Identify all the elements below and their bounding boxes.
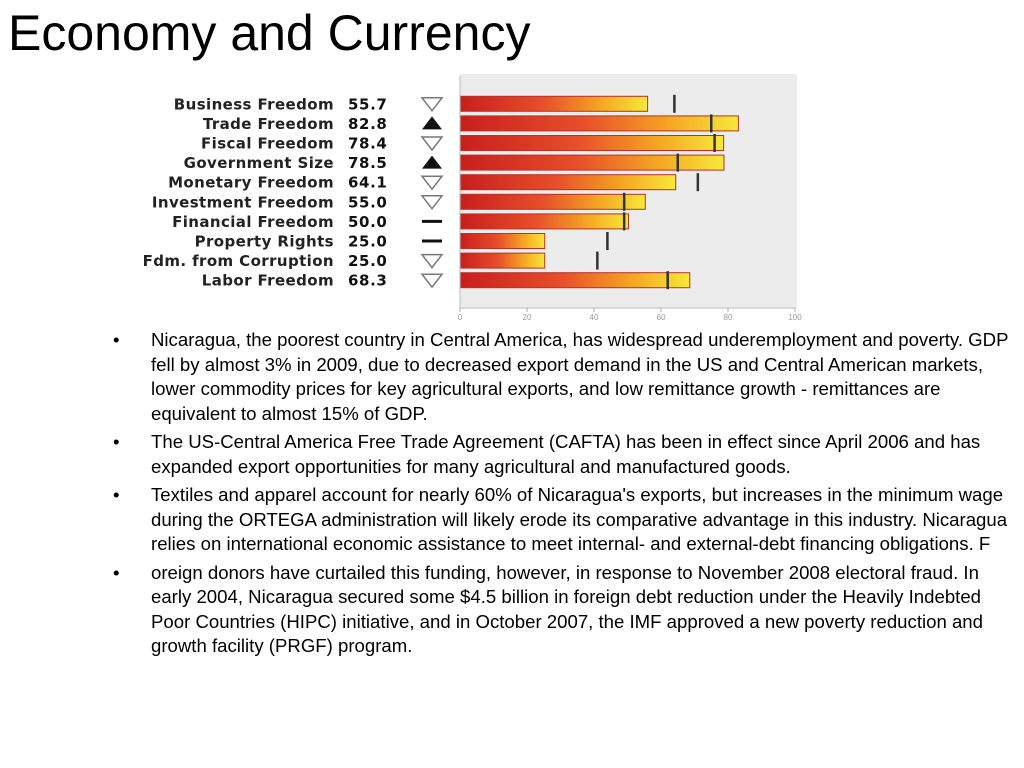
- bar: [460, 272, 691, 289]
- trend-down-icon: [420, 136, 444, 152]
- bullet-text: Nicaragua, the poorest country in Centra…: [151, 329, 1009, 424]
- category-label: Financial Freedom: [172, 213, 334, 231]
- bullet-dot-icon: •: [113, 329, 120, 350]
- value-label: 82.8: [348, 115, 387, 133]
- trend-down-icon: [420, 97, 444, 113]
- category-label: Monetary Freedom: [168, 174, 334, 192]
- bullet-item: • The US-Central America Free Trade Agree…: [113, 430, 1018, 479]
- bullet-dot-icon: •: [113, 431, 120, 452]
- category-label: Trade Freedom: [203, 115, 334, 133]
- x-tick-label: 100: [788, 313, 802, 322]
- bullet-text: Textiles and apparel account for nearly …: [151, 484, 1008, 554]
- value-label: 64.1: [348, 174, 387, 192]
- bar: [460, 135, 725, 151]
- bullet-dot-icon: •: [113, 561, 120, 583]
- category-label: Property Rights: [195, 233, 334, 251]
- trend-down-icon: [420, 175, 444, 191]
- bullet-item: • oreign donors have curtailed this fundi…: [113, 561, 1018, 659]
- x-tick-label: 0: [458, 313, 463, 322]
- x-tick-label: 80: [724, 313, 733, 322]
- bar: [460, 193, 646, 210]
- slide-title: Economy and Currency: [8, 5, 531, 61]
- value-label: 25.0: [348, 252, 387, 270]
- bar: [460, 95, 649, 112]
- bar: [460, 233, 546, 249]
- trend-down-icon: [420, 273, 444, 289]
- bullet-text: The US-Central America Free Trade Agreem…: [151, 431, 981, 477]
- bullet-dot-icon: •: [113, 484, 120, 505]
- bullet-text: oreign donors have curtailed this fundin…: [151, 561, 983, 657]
- category-label: Business Freedom: [174, 95, 334, 113]
- category-label: Investment Freedom: [152, 193, 334, 211]
- bullet-item: • Nicaragua, the poorest country in Centr…: [113, 328, 1018, 426]
- trend-down-icon: [420, 253, 444, 269]
- bar: [460, 115, 739, 132]
- plot-background: [460, 74, 797, 308]
- value-label: 55.0: [348, 193, 387, 211]
- bar: [460, 174, 677, 191]
- trend-down-icon: [420, 195, 444, 211]
- category-label: Fdm. from Corruption: [143, 252, 334, 270]
- trend-up-icon: [422, 155, 442, 169]
- bar: [460, 252, 546, 269]
- trend-up-icon: [422, 116, 442, 130]
- bullet-item: • Textiles and apparel account for nearly…: [113, 483, 1018, 557]
- bar: [460, 154, 725, 171]
- x-tick-label: 60: [657, 313, 666, 322]
- bullet-list: • Nicaragua, the poorest country in Centr…: [113, 328, 1018, 663]
- x-tick-label: 20: [523, 313, 532, 322]
- category-label: Labor Freedom: [202, 272, 334, 290]
- value-label: 25.0: [348, 233, 387, 251]
- bar: [460, 213, 629, 230]
- value-label: 68.3: [348, 272, 387, 290]
- value-label: 78.4: [348, 135, 387, 153]
- category-label: Government Size: [184, 154, 334, 172]
- freedom-chart-svg: 0 20 40 60 80 100 Business Freedom 55.7 Trade Fr…: [143, 74, 802, 322]
- x-tick-label: 40: [590, 313, 599, 322]
- freedom-chart: 0 20 40 60 80 100 Business Freedom 55.7 Trade Fr…: [60, 74, 810, 324]
- value-label: 78.5: [348, 154, 387, 172]
- category-label: Fiscal Freedom: [201, 135, 334, 153]
- value-label: 55.7: [348, 95, 387, 113]
- value-label: 50.0: [348, 213, 387, 231]
